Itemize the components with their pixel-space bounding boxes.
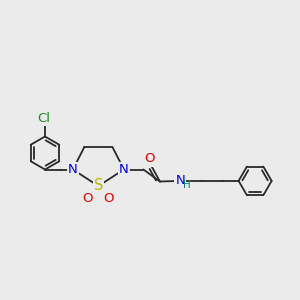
Text: O: O bbox=[144, 152, 155, 166]
Text: O: O bbox=[82, 191, 93, 205]
Text: H: H bbox=[183, 179, 191, 190]
Text: N: N bbox=[119, 163, 129, 176]
Text: Cl: Cl bbox=[37, 112, 50, 125]
Text: S: S bbox=[94, 178, 103, 194]
Text: N: N bbox=[176, 174, 185, 188]
Text: N: N bbox=[68, 163, 78, 176]
Text: O: O bbox=[104, 191, 114, 205]
